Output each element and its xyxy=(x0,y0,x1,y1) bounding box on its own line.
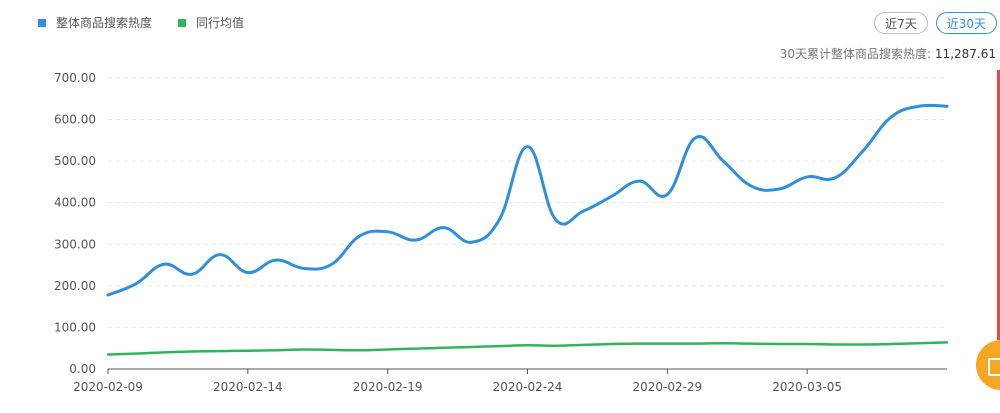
y-tick-label: 400.00 xyxy=(54,196,96,210)
document-icon xyxy=(988,358,1000,376)
y-tick-label: 700.00 xyxy=(54,71,96,85)
series-line-peer-average[interactable] xyxy=(106,341,949,356)
legend-item-peer-average[interactable]: 同行均值 xyxy=(178,14,244,31)
chart-legend: 整体商品搜索热度 同行均值 xyxy=(38,14,244,31)
x-axis: 2020-02-09 2020-02-14 2020-02-19 2020-02-24… xyxy=(73,368,947,394)
x-tick-label: 2020-02-29 xyxy=(632,380,702,394)
legend-label-peer-average: 同行均值 xyxy=(196,16,245,30)
y-tick-label: 100.00 xyxy=(54,320,96,334)
series-line-overall[interactable] xyxy=(106,103,949,297)
last-7-days-button[interactable]: 近7天 xyxy=(874,12,928,34)
legend-swatch-peer-average xyxy=(178,18,187,27)
x-tick-label: 2020-02-14 xyxy=(213,380,283,394)
x-tick-label: 2020-03-05 xyxy=(772,380,842,394)
y-tick-label: 300.00 xyxy=(54,237,96,251)
legend-label-overall: 整体商品搜索热度 xyxy=(56,16,153,30)
x-tick-label: 2020-02-24 xyxy=(493,380,563,394)
chart-series xyxy=(106,103,949,356)
summary-label: 30天累计整体商品搜索热度: xyxy=(779,47,932,61)
legend-swatch-overall xyxy=(38,18,46,27)
y-tick-label: 600.00 xyxy=(54,113,96,127)
x-tick-label: 2020-02-19 xyxy=(353,380,423,394)
last-30-days-button[interactable]: 近30天 xyxy=(935,12,997,34)
chart-grid xyxy=(108,77,947,328)
date-range-toggle: 近7天 近30天 xyxy=(874,12,997,34)
y-tick-label: 200.00 xyxy=(54,279,96,293)
x-tick-label: 2020-02-09 xyxy=(73,380,143,394)
summary-value: 11,287.61 xyxy=(934,47,996,61)
legend-item-overall[interactable]: 整体商品搜索热度 xyxy=(38,14,152,31)
y-tick-label: 0.00 xyxy=(69,362,96,376)
y-tick-label: 500.00 xyxy=(54,154,96,168)
cumulative-summary: 30天累计整体商品搜索热度: 11,287.61 xyxy=(780,45,996,62)
y-axis: 0.00 100.00 200.00 300.00 400.00 500.00 600.00… xyxy=(54,71,96,376)
edge-scroll-indicator xyxy=(997,70,1000,340)
